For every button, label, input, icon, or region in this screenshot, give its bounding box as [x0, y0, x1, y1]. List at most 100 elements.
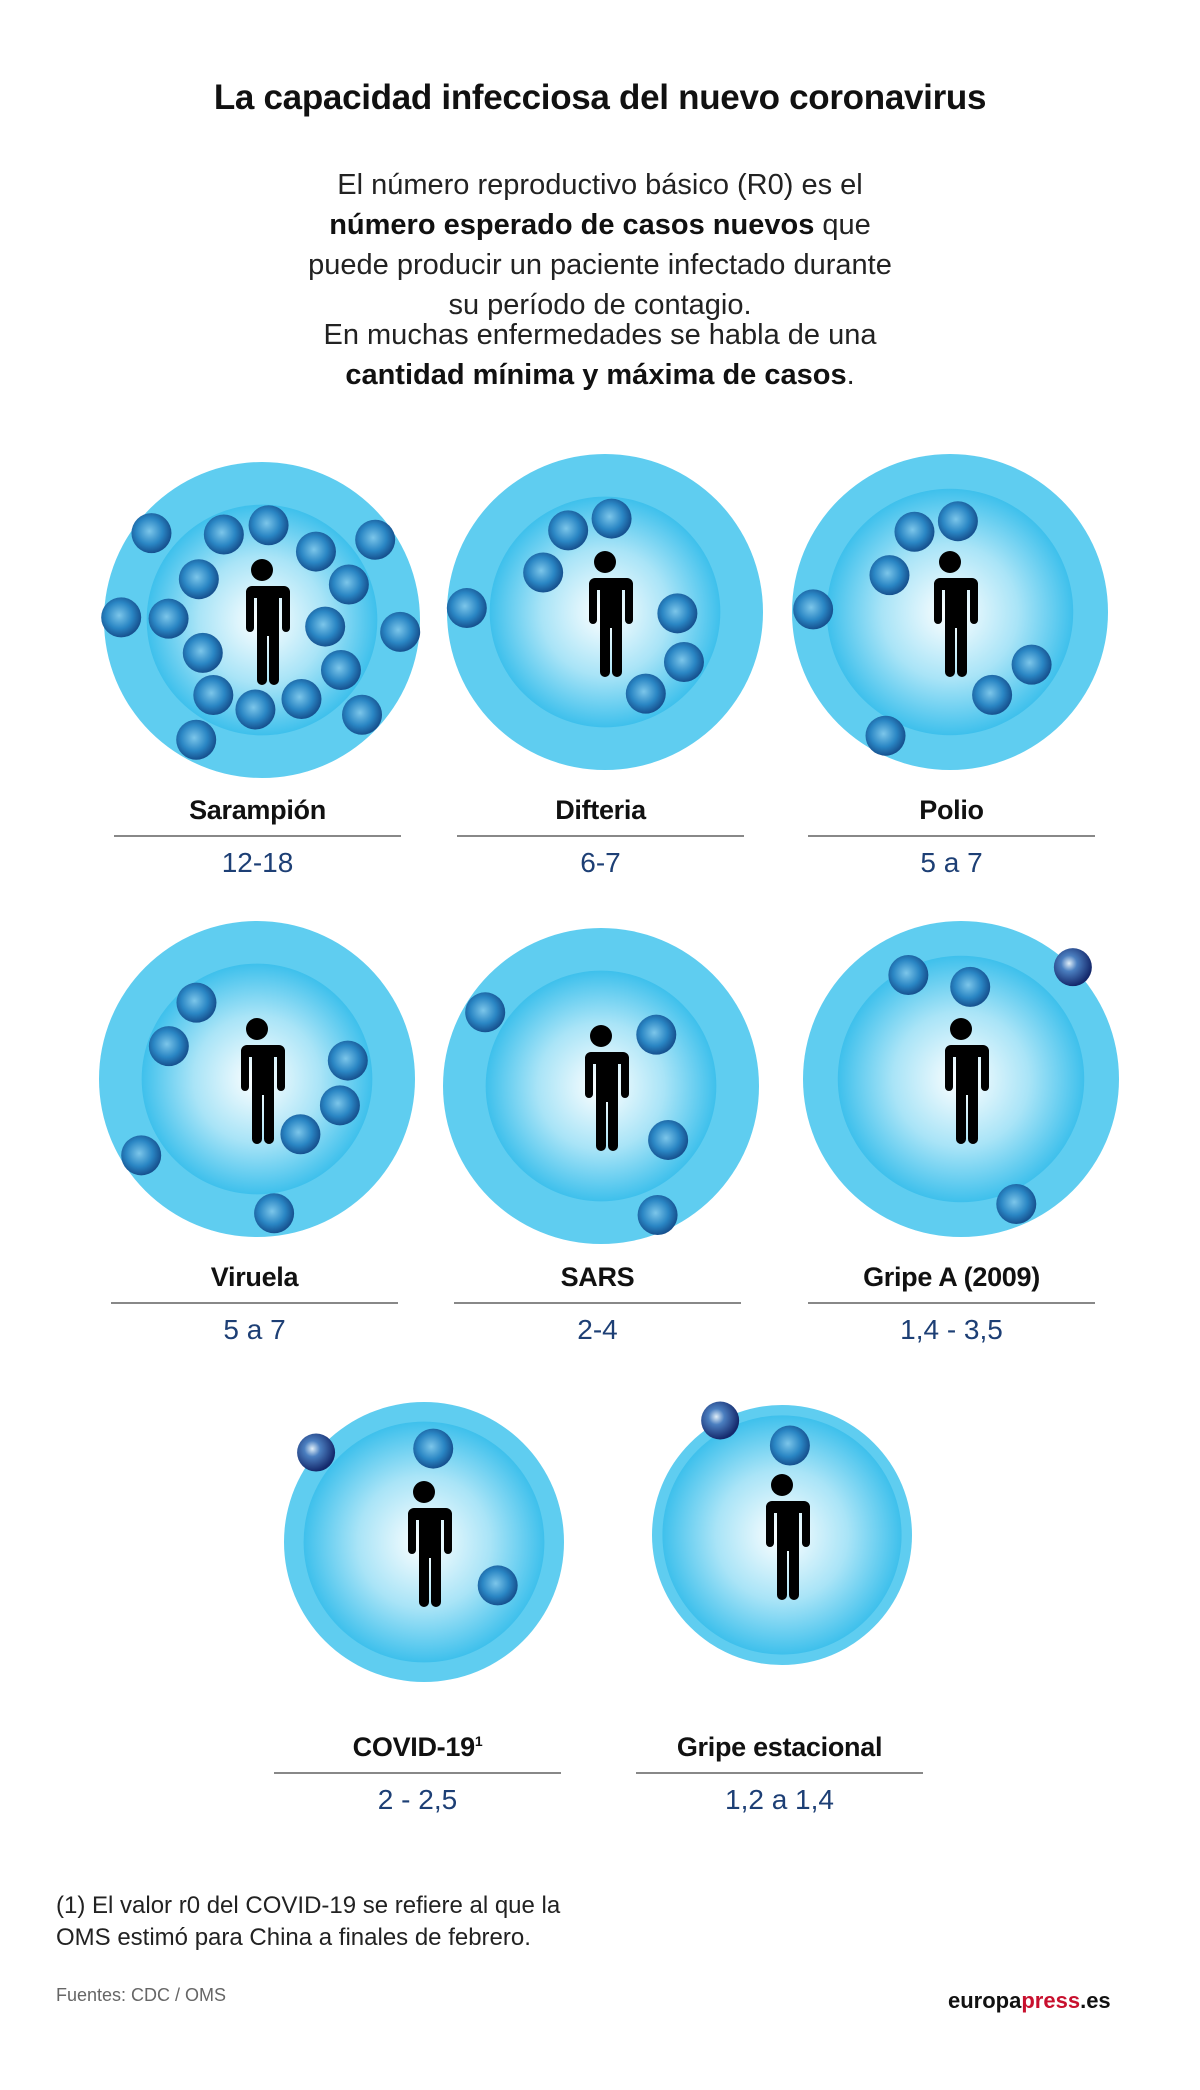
person-icon [402, 1481, 452, 1607]
divider [636, 1772, 923, 1774]
case-dot [235, 689, 276, 730]
disease-circle [101, 462, 421, 778]
case-dot [254, 1193, 295, 1234]
case-dot [888, 955, 929, 996]
r0-value: 1,2 a 1,4 [725, 1784, 834, 1815]
disease-name: Sarampión [189, 795, 326, 825]
intro-text: que puede producir un paciente infectado… [308, 209, 892, 321]
case-dot [446, 588, 487, 629]
case-dot-dark [297, 1433, 336, 1472]
divider [808, 1302, 1095, 1304]
r0-value: 2 - 2,5 [377, 1784, 458, 1815]
case-dot [121, 1135, 162, 1176]
person-icon [235, 1018, 285, 1144]
sources: Fuentes: CDC / OMS [56, 1985, 227, 2005]
intro-paragraph-1: El número reproductivo básico (R0) es el… [0, 165, 1200, 325]
divider [111, 1302, 398, 1304]
case-dot [663, 642, 704, 683]
case-dot [477, 1565, 518, 1606]
disease-circle [284, 1402, 564, 1682]
page-title: La capacidad infecciosa del nuevo corona… [213, 78, 987, 117]
r0-value: 2-4 [577, 1314, 618, 1345]
intro-bold: cantidad mínima y máxima de casos [345, 359, 847, 391]
case-dot [865, 715, 906, 756]
case-dot [101, 597, 142, 638]
case-dot [178, 559, 219, 600]
case-dot [280, 1114, 321, 1155]
disease-circle [792, 454, 1108, 770]
r0-value: 12-18 [221, 847, 294, 878]
case-dot [894, 511, 935, 552]
case-dot [248, 505, 289, 546]
case-dot [148, 598, 189, 639]
case-dot [625, 673, 666, 714]
case-dot [380, 611, 421, 652]
divider [808, 835, 1095, 837]
case-dot [636, 1014, 677, 1055]
disease-name: Gripe estacional [676, 1732, 883, 1762]
case-dot [320, 650, 361, 691]
footnote-line: OMS estimó para China a finales de febre… [56, 1924, 531, 1951]
footnote: (1) El valor r0 del COVID-19 se refiere … [56, 1890, 560, 1954]
case-dot [793, 589, 834, 630]
r0-value: 1,4 - 3,5 [900, 1314, 1003, 1345]
disease-name: SARS [560, 1262, 635, 1292]
case-dot [193, 675, 234, 716]
case-dot [657, 593, 698, 634]
disease-name: Polio [919, 795, 984, 825]
case-dot [176, 719, 217, 760]
disease-circle [652, 1401, 912, 1665]
case-dot [637, 1194, 678, 1235]
divider [274, 1772, 561, 1774]
disease-circle [443, 928, 759, 1244]
case-dot [548, 510, 589, 551]
person-icon [579, 1025, 629, 1151]
case-dot [648, 1119, 689, 1160]
europapress-logo: europapress.es [948, 1988, 1111, 2013]
case-dot [327, 1040, 368, 1081]
intro-text: . [846, 359, 855, 391]
person-icon [760, 1474, 810, 1600]
person-icon [583, 551, 633, 677]
case-dot [176, 982, 217, 1023]
case-dot [203, 514, 244, 555]
case-dot [1011, 644, 1052, 685]
r0-value: 5 a 7 [223, 1314, 286, 1345]
disease-name: Viruela [210, 1262, 299, 1292]
person-icon [928, 551, 978, 677]
case-dot [523, 552, 564, 593]
case-dot-dark [701, 1401, 740, 1440]
divider [454, 1302, 741, 1304]
case-dot [295, 531, 336, 572]
case-dot [769, 1425, 810, 1466]
case-dot [319, 1085, 360, 1126]
case-dot [950, 966, 991, 1007]
case-dot [869, 555, 910, 596]
intro-text: En muchas enfermedades se habla de una [323, 319, 877, 351]
case-dot [342, 694, 383, 735]
r0-value: 6-7 [580, 847, 621, 878]
case-dot [182, 632, 223, 673]
case-dot [131, 513, 172, 554]
footnote-line: (1) El valor r0 del COVID-19 se refiere … [56, 1892, 561, 1919]
disease-circle [803, 921, 1119, 1237]
disease-circle [99, 921, 415, 1237]
person-icon [939, 1018, 989, 1144]
case-dot [305, 606, 346, 647]
case-dot [937, 501, 978, 542]
person-icon [240, 559, 290, 685]
disease-name: Gripe A (2009) [863, 1262, 1040, 1292]
case-dot [591, 498, 632, 539]
case-dot [465, 992, 506, 1033]
disease-name: Difteria [555, 795, 646, 825]
case-dot [328, 564, 369, 605]
r0-value: 5 a 7 [920, 847, 983, 878]
intro-text: El número reproductivo básico (R0) es el [337, 169, 863, 201]
disease-circle [446, 454, 763, 770]
case-dot-dark [1053, 948, 1092, 987]
case-dot [972, 674, 1013, 715]
case-dot [148, 1026, 189, 1067]
case-dot [413, 1428, 454, 1469]
disease-name: COVID-191 [352, 1732, 483, 1762]
